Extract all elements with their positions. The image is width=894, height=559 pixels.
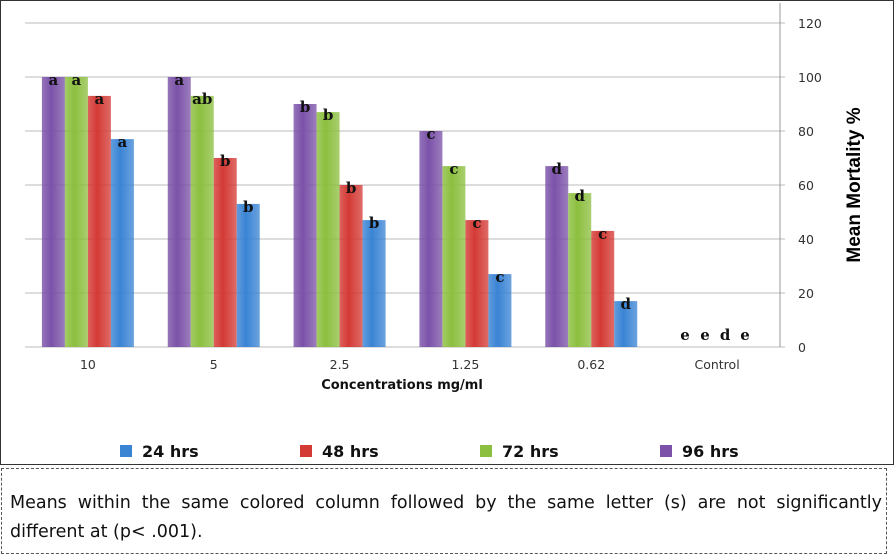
significance-letter: c: [472, 214, 481, 232]
x-tick-label: 1.25: [451, 357, 479, 372]
bar-48-hrs-10: [87, 95, 111, 348]
significance-letter: a: [72, 71, 82, 89]
significance-letter: e: [700, 326, 710, 344]
y-tick-label: 60: [798, 178, 814, 193]
significance-letter: c: [449, 160, 458, 178]
significance-letter: c: [495, 268, 504, 286]
bar-24-hrs-1.25: [488, 274, 512, 347]
bar-24-hrs-0.62: [614, 301, 638, 347]
legend-swatch: [300, 445, 312, 457]
significance-letter: c: [598, 225, 607, 243]
significance-letter: d: [575, 187, 586, 205]
legend-label: 96 hrs: [682, 442, 739, 461]
bar-48-hrs-5: [213, 158, 237, 347]
bar-72-hrs-2.5: [316, 112, 340, 347]
significance-letter: a: [174, 71, 184, 89]
y-tick-label: 80: [798, 124, 814, 139]
y-axis-label: Mean Mortality %: [844, 107, 865, 262]
bar-96-hrs-5: [167, 77, 191, 347]
legend-swatch: [660, 445, 672, 457]
significance-letter: e: [680, 326, 690, 344]
bar-96-hrs-1.25: [419, 131, 443, 347]
bar-72-hrs-10: [64, 77, 88, 347]
significance-letter: b: [346, 179, 357, 197]
y-tick-label: 120: [798, 16, 822, 31]
legend-swatch: [480, 445, 492, 457]
significance-letter: b: [300, 98, 311, 116]
significance-letter: b: [369, 214, 380, 232]
significance-letter: d: [720, 326, 731, 344]
significance-letter: d: [552, 160, 563, 178]
x-tick-label: 0.62: [577, 357, 605, 372]
x-tick-label: 2.5: [330, 357, 350, 372]
significance-letter: a: [95, 90, 105, 108]
significance-letter: ab: [192, 90, 212, 108]
bar-96-hrs-2.5: [293, 104, 317, 347]
y-tick-label: 100: [798, 70, 822, 85]
significance-letter: d: [621, 295, 632, 313]
bar-72-hrs-1.25: [442, 166, 466, 347]
x-axis-label: Concentrations mg/ml: [321, 378, 483, 393]
significance-letter: e: [740, 326, 750, 344]
x-tick-label: 10: [80, 357, 96, 372]
bar-48-hrs-0.62: [591, 230, 615, 347]
y-tick-label: 40: [798, 232, 814, 247]
x-tick-label: 5: [210, 357, 218, 372]
legend-label: 72 hrs: [502, 442, 559, 461]
significance-letter: a: [118, 133, 128, 151]
y-tick-label: 0: [798, 340, 806, 355]
legend-label: 48 hrs: [322, 442, 379, 461]
bar-72-hrs-5: [190, 95, 214, 348]
significance-letter: b: [323, 106, 334, 124]
significance-letter: b: [243, 198, 254, 216]
bar-96-hrs-0.62: [545, 166, 569, 347]
bar-24-hrs-5: [236, 203, 260, 347]
legend-swatch: [120, 445, 132, 457]
bar-72-hrs-0.62: [568, 193, 592, 347]
footnote: Means within the same colored column fol…: [1, 468, 887, 554]
significance-letter: c: [426, 125, 435, 143]
significance-letter: b: [220, 152, 231, 170]
bar-96-hrs-10: [41, 77, 65, 347]
bar-24-hrs-10: [110, 139, 134, 347]
x-tick-label: Control: [694, 357, 739, 372]
significance-letter: a: [49, 71, 59, 89]
y-tick-label: 20: [798, 286, 814, 301]
bar-48-hrs-2.5: [339, 185, 363, 347]
bar-48-hrs-1.25: [465, 220, 489, 347]
legend-label: 24 hrs: [142, 442, 199, 461]
bar-24-hrs-2.5: [362, 220, 386, 347]
